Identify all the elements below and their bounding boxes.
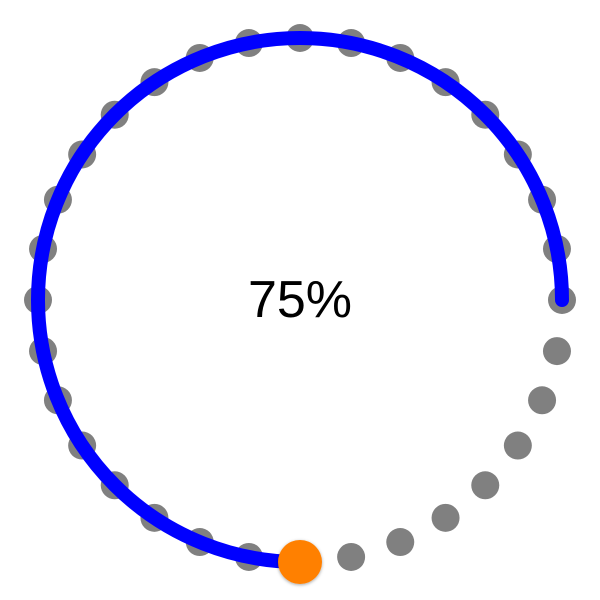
- track-dot: [503, 431, 532, 460]
- track-dot: [528, 386, 557, 415]
- track-dot: [337, 542, 366, 571]
- track-dot: [471, 471, 500, 500]
- track-dot: [542, 337, 571, 366]
- track-dot: [431, 503, 460, 532]
- track-dot: [386, 528, 415, 557]
- progress-arc: [31, 31, 569, 569]
- drag-handle-icon[interactable]: [278, 540, 322, 584]
- track-dots: [24, 24, 576, 576]
